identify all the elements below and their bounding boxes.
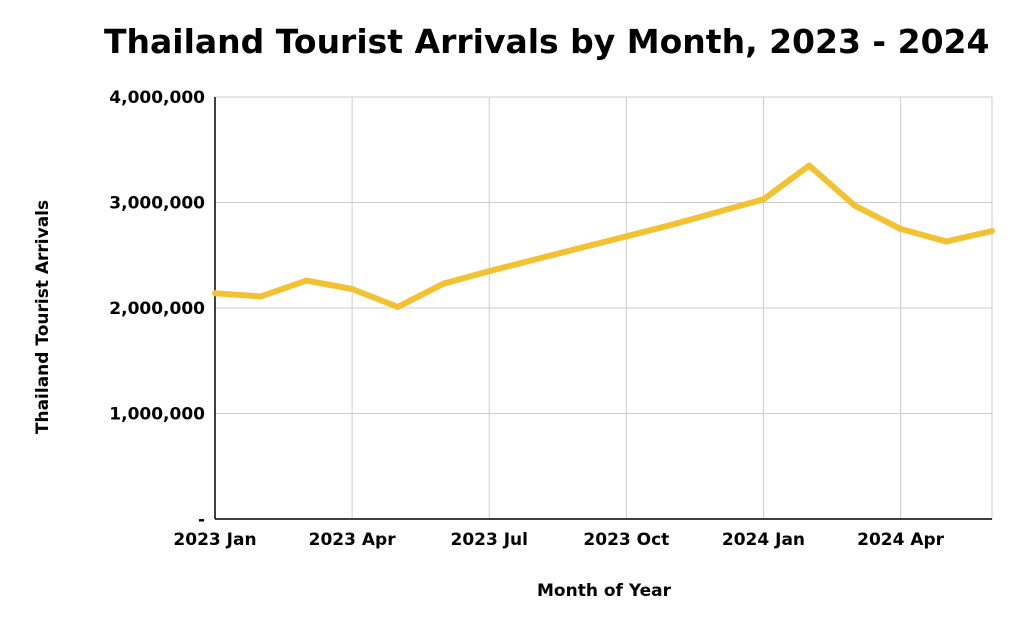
y-axis-title: Thailand Tourist Arrivals <box>33 200 53 434</box>
data-point <box>760 196 767 203</box>
y-tick-label: - <box>198 510 205 530</box>
y-tick-label: 3,000,000 <box>109 194 205 214</box>
data-point <box>943 238 950 245</box>
data-point <box>486 268 493 275</box>
data-point <box>394 303 401 310</box>
data-point <box>257 293 264 300</box>
x-tick-label: 2023 Jul <box>450 530 528 550</box>
chart-title: Thailand Tourist Arrivals by Month, 2023… <box>104 22 990 61</box>
data-point <box>531 256 538 263</box>
data-point <box>623 233 630 240</box>
data-point <box>440 280 447 287</box>
data-point <box>851 202 858 209</box>
y-tick-label: 4,000,000 <box>109 88 205 108</box>
series <box>212 162 995 310</box>
x-tick-label: 2024 Apr <box>857 530 945 550</box>
data-point <box>669 221 676 228</box>
data-point <box>897 225 904 232</box>
x-tick-label: 2024 Jan <box>722 530 805 550</box>
x-axis-title: Month of Year <box>537 581 672 601</box>
tick-labels: - 1,000,000 2,000,000 3,000,000 4,000,000 202… <box>109 88 944 550</box>
data-point <box>806 162 813 169</box>
data-point <box>303 277 310 284</box>
data-point <box>212 290 218 297</box>
data-point <box>349 286 356 293</box>
x-tick-label: 2023 Apr <box>309 530 397 550</box>
data-point <box>989 227 995 234</box>
series-line <box>214 162 993 310</box>
data-point <box>714 208 721 215</box>
x-tick-label: 2023 Oct <box>583 530 669 550</box>
x-tick-label: 2023 Jan <box>173 530 256 550</box>
data-point <box>577 244 584 251</box>
y-tick-label: 1,000,000 <box>109 405 205 425</box>
grid <box>215 96 993 519</box>
y-tick-label: 2,000,000 <box>109 299 205 319</box>
axes <box>214 97 992 520</box>
